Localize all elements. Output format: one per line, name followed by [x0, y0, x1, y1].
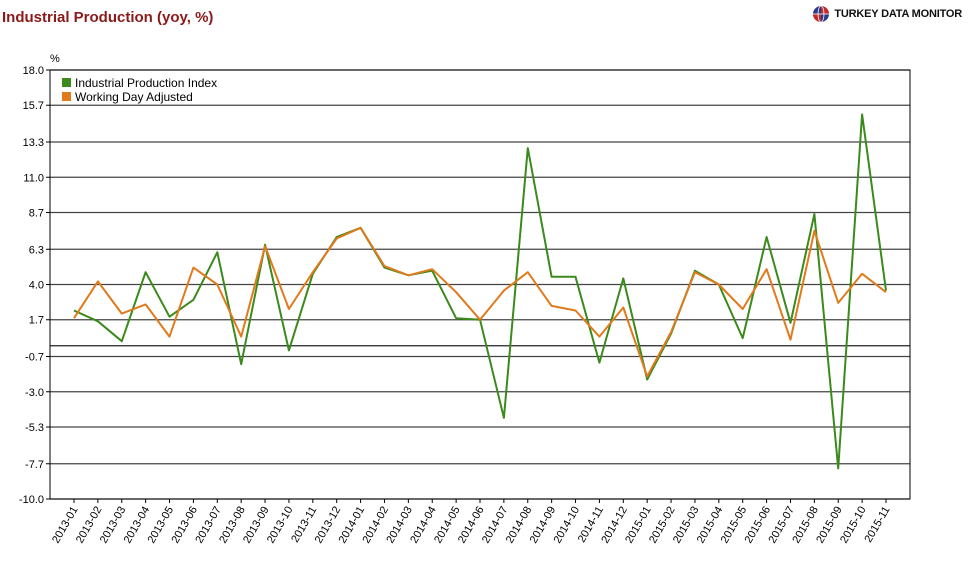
- series-line-industrial-production-index: [73, 113, 887, 470]
- y-axis-unit-label: %: [50, 53, 60, 65]
- brand-name: TURKEY DATA MONITOR: [834, 8, 962, 20]
- y-tick-label: 6.3: [29, 244, 44, 256]
- x-axis-ticks: 2013-012013-022013-032013-042013-052013-…: [50, 499, 893, 545]
- y-tick-label: -7.7: [25, 459, 44, 471]
- y-tick-label: -0.7: [25, 352, 44, 364]
- series-line-working-day-adjusted: [73, 226, 887, 378]
- y-tick-label: -3.0: [25, 387, 44, 399]
- chart-title: Industrial Production (yoy, %): [2, 9, 214, 26]
- y-tick-label: 13.3: [23, 137, 44, 149]
- globe-logo-icon: [813, 5, 830, 23]
- y-tick-label: 4.0: [29, 280, 44, 292]
- brand-logo: TURKEY DATA MONITOR: [812, 5, 962, 23]
- legend-label: Working Day Adjusted: [75, 90, 193, 104]
- y-tick-label: 11.0: [23, 172, 44, 184]
- y-tick-label: 18.0: [23, 65, 44, 77]
- legend-swatch: [62, 92, 71, 101]
- y-tick-label: 8.7: [29, 207, 44, 219]
- legend-swatch: [62, 78, 71, 87]
- gridlines: [50, 69, 910, 500]
- y-tick-label: -5.3: [25, 422, 44, 434]
- y-axis-ticks: 18.0 15.7 13.3 11.0 8.7 6.3 4.0 1.7 -0.7 -3.0 -5.3…: [19, 65, 50, 506]
- y-tick-label: -10.0: [19, 494, 44, 506]
- y-tick-label: 15.7: [23, 100, 44, 112]
- y-tick-label: 1.7: [29, 315, 44, 327]
- series-lines: [73, 113, 887, 470]
- legend-label: Industrial Production Index: [75, 76, 217, 90]
